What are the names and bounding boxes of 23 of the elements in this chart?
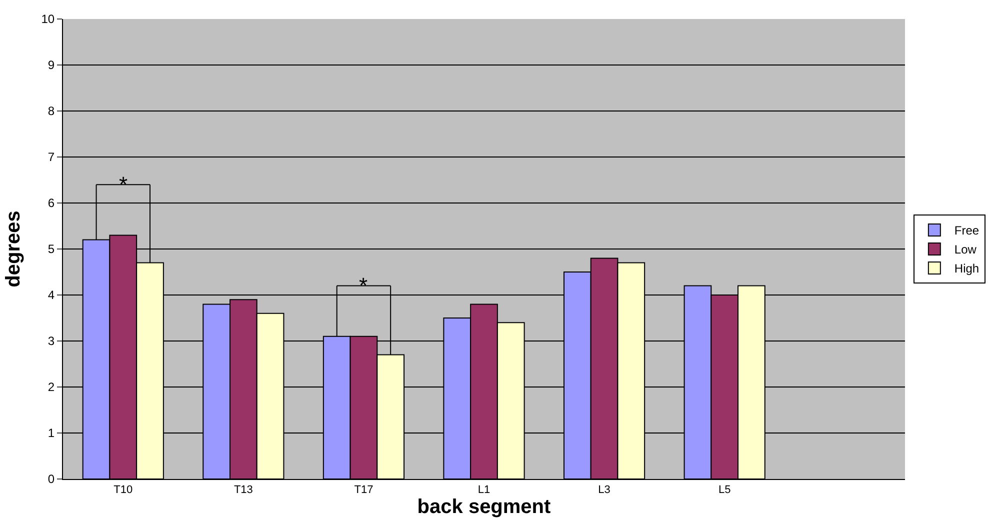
- y-tick-label: 3: [48, 334, 55, 348]
- y-tick-label: 0: [48, 472, 55, 486]
- y-tick-label: 7: [48, 150, 55, 164]
- annotation: *: [359, 273, 368, 298]
- y-tick-label: 10: [41, 12, 55, 26]
- y-tick-label: 4: [48, 288, 55, 302]
- x-tick-label: T10: [114, 484, 133, 496]
- y-tick-label: 5: [48, 242, 55, 256]
- y-tick-label: 8: [48, 104, 55, 118]
- y-tick-label: 6: [48, 196, 55, 210]
- y-tick-label: 1: [48, 426, 55, 440]
- legend-label: High: [954, 262, 980, 276]
- x-tick-label: L1: [478, 484, 490, 496]
- x-tick-label: T17: [354, 484, 374, 496]
- x-axis-title: back segment: [417, 496, 552, 518]
- x-tick-label: L5: [718, 484, 731, 496]
- y-tick-label: 9: [48, 58, 55, 72]
- legend-label: Low: [954, 242, 977, 257]
- legend-label: Free: [954, 224, 980, 238]
- y-tick-label: 2: [48, 380, 55, 394]
- x-tick-label: L3: [598, 484, 610, 496]
- y-axis-title: degrees: [2, 210, 25, 288]
- x-tick-label: T13: [234, 484, 253, 496]
